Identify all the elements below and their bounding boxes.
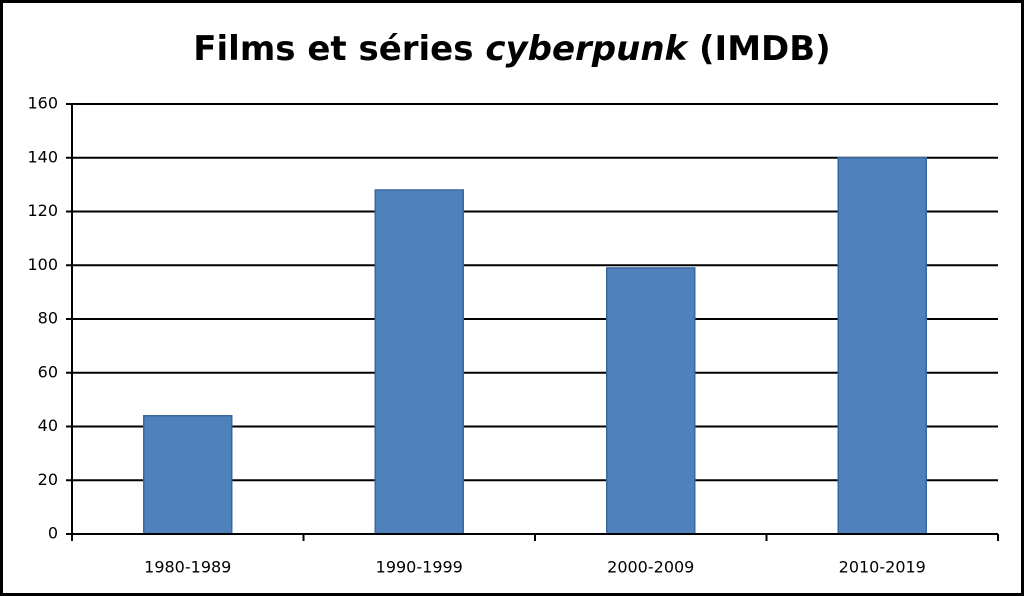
title-part: (IMDB) bbox=[687, 29, 831, 69]
title-part: Films et séries bbox=[193, 29, 485, 69]
y-tick-label: 0 bbox=[48, 524, 58, 543]
y-tick-label: 40 bbox=[38, 416, 58, 435]
title-part: cyberpunk bbox=[485, 29, 689, 69]
y-tick-label: 100 bbox=[27, 255, 58, 274]
x-tick-label: 2010-2019 bbox=[839, 558, 926, 577]
bar bbox=[606, 267, 696, 535]
chart-title: Films et séries cyberpunk (IMDB) bbox=[193, 29, 830, 69]
bar bbox=[374, 189, 464, 535]
bar bbox=[837, 157, 927, 535]
y-tick-label: 80 bbox=[38, 309, 58, 328]
y-tick-label: 140 bbox=[27, 147, 58, 166]
x-tick-label: 1980-1989 bbox=[144, 558, 231, 577]
y-tick-label: 120 bbox=[27, 201, 58, 220]
y-tick-label: 20 bbox=[38, 470, 58, 489]
bar bbox=[143, 415, 233, 535]
x-tick-label: 1990-1999 bbox=[376, 558, 463, 577]
y-tick-label: 60 bbox=[38, 362, 58, 381]
y-tick-label: 160 bbox=[27, 94, 58, 113]
x-tick-label: 2000-2009 bbox=[607, 558, 694, 577]
